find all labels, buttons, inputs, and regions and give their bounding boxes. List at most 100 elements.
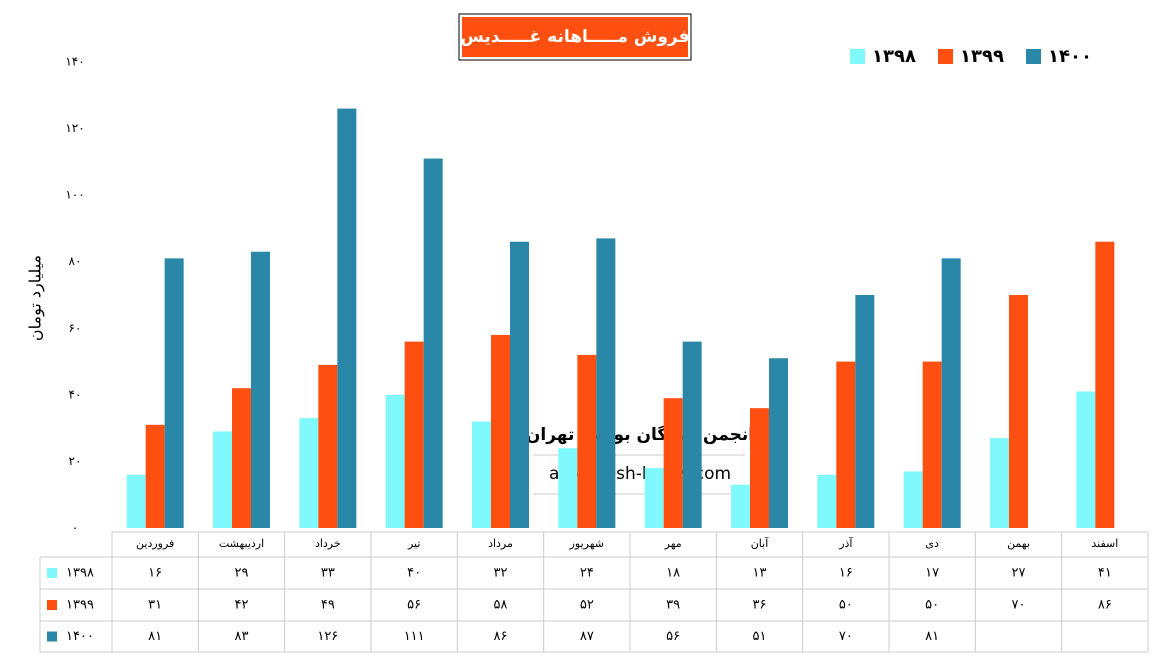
bar [577, 354, 597, 528]
table-value: ۸۱ [148, 629, 162, 644]
x-tick-label: مرداد [488, 537, 513, 550]
table-value: ۱۱۱ [404, 629, 425, 644]
y-tick-label: ۶۰ [69, 321, 82, 335]
bar [213, 431, 232, 528]
bar [836, 361, 856, 528]
bar [423, 158, 443, 528]
bar [769, 358, 788, 528]
y-tick-label: ۱۲۰ [65, 121, 84, 135]
table-legend-key [47, 568, 57, 578]
bar [1095, 241, 1115, 528]
x-tick-label: دی [925, 537, 939, 550]
table-value: ۱۳ [753, 566, 767, 581]
x-tick-label: اسفند [1091, 537, 1118, 550]
bar [855, 295, 875, 528]
table-value: ۱۶ [839, 566, 853, 581]
legend-label: ۱۴۰۰ [1048, 46, 1092, 67]
bar [491, 334, 510, 528]
x-tick-label: مهر [664, 537, 682, 550]
table-legend-key [47, 631, 57, 642]
table-row-label: ۱۳۹۹ [66, 598, 94, 613]
bar [1009, 295, 1028, 528]
table-value: ۲۷ [1012, 566, 1026, 581]
x-tick-label: بهمن [1007, 537, 1030, 550]
bar [251, 251, 270, 528]
table-value: ۵۱ [753, 629, 767, 644]
x-tick-label: اردیبهشت [219, 537, 264, 550]
bar [164, 258, 184, 528]
table-value: ۸۶ [494, 629, 508, 644]
y-axis-label: میلیارد تومان [26, 255, 46, 341]
bar [337, 108, 357, 528]
table-value: ۵۲ [580, 598, 594, 613]
table-value: ۷۰ [839, 629, 853, 644]
y-tick-label: ۱۴۰ [65, 55, 84, 69]
y-tick-label: ۱۰۰ [65, 188, 84, 202]
y-tick-label: ۰ [72, 521, 78, 535]
bar [750, 408, 769, 528]
bar [472, 421, 491, 528]
table-value: ۷۰ [1012, 598, 1026, 613]
legend-key [850, 49, 865, 64]
table-value: ۳۱ [148, 598, 162, 613]
bar [299, 418, 319, 528]
table-value: ۸۶ [1098, 598, 1112, 613]
table-value: ۴۹ [321, 598, 335, 613]
bar [558, 448, 578, 528]
watermark-title: انجمن خبرگان بورس تهران [526, 424, 754, 445]
table-value: ۳۳ [321, 566, 335, 581]
bar [596, 238, 616, 528]
bar [644, 468, 664, 528]
table-value: ۵۰ [839, 598, 853, 613]
table-value: ۵۸ [494, 598, 508, 613]
table-value: ۱۷ [925, 566, 939, 581]
y-tick-label: ۸۰ [69, 254, 82, 268]
table-value: ۸۳ [235, 629, 249, 644]
table-value: ۱۶ [148, 566, 162, 581]
bar [922, 361, 942, 528]
table-value: ۵۶ [407, 598, 421, 613]
bar [941, 258, 961, 528]
table-legend-key [47, 600, 57, 610]
table-value: ۲۹ [235, 566, 249, 581]
table-value: ۸۱ [925, 629, 939, 644]
bar [318, 364, 338, 528]
table-row-label: ۱۳۹۸ [66, 566, 94, 581]
y-tick-label: ۲۰ [69, 454, 82, 468]
table-value: ۴۱ [1098, 566, 1112, 581]
bar [126, 474, 146, 528]
bar [1076, 391, 1096, 528]
title-box [462, 17, 688, 57]
table-value: ۴۰ [407, 566, 421, 581]
x-tick-label: آبان [751, 536, 769, 550]
x-tick-label: آذر [838, 536, 853, 550]
x-tick-label: تیر [407, 537, 420, 550]
bar [510, 241, 529, 528]
bar [145, 424, 165, 528]
table-value: ۳۶ [753, 598, 767, 613]
legend-label: ۱۳۹۸ [872, 46, 916, 67]
bar [682, 341, 702, 528]
table-value: ۴۲ [235, 598, 249, 613]
bar [663, 398, 683, 528]
table-value: ۲۴ [580, 566, 594, 581]
table-value: ۱۸ [666, 566, 680, 581]
bar [817, 474, 837, 528]
bar [990, 438, 1009, 528]
table-value: ۵۰ [925, 598, 939, 613]
table-value: ۱۲۶ [317, 629, 338, 644]
bar [903, 471, 923, 528]
legend-label: ۱۳۹۹ [960, 46, 1004, 67]
table-value: ۵۶ [666, 629, 680, 644]
bar [404, 341, 424, 528]
table-value: ۸۷ [580, 629, 594, 644]
x-tick-label: فروردین [136, 537, 174, 550]
bar [385, 394, 405, 528]
x-tick-label: شهریور [569, 537, 604, 550]
y-tick-label: ۴۰ [69, 387, 82, 401]
bar [232, 388, 251, 528]
table-value: ۳۹ [666, 598, 680, 613]
legend-key [938, 49, 953, 64]
